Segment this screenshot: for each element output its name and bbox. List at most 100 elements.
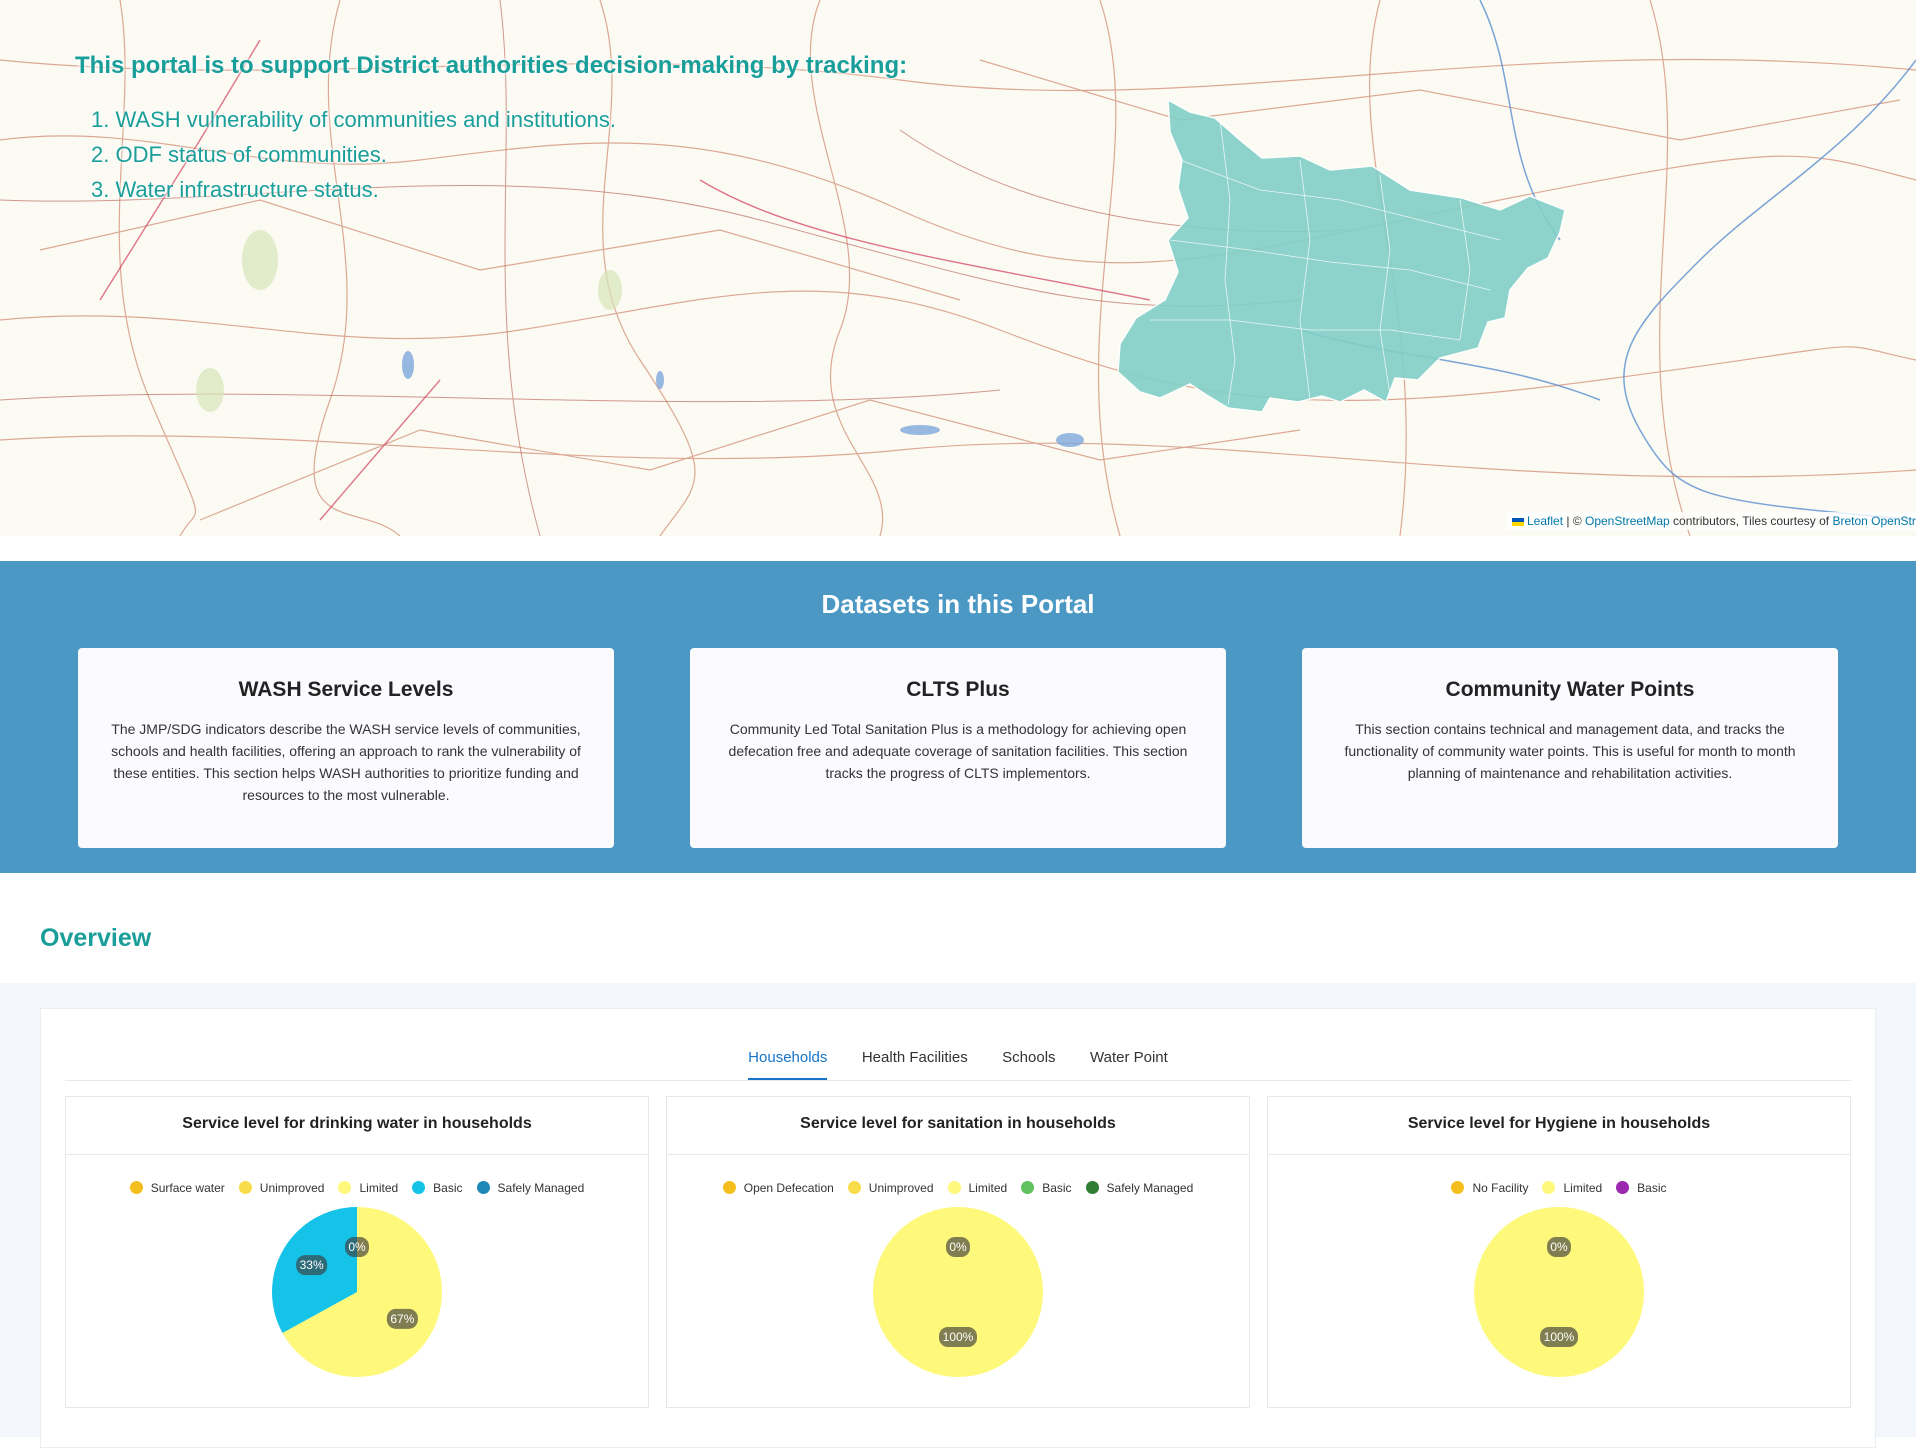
data-label: 33% xyxy=(296,1255,328,1276)
chart-legend: Surface water Unimproved Limited Basic Safel… xyxy=(66,1181,648,1195)
legend-label: Open Defecation xyxy=(743,1181,834,1195)
legend-item[interactable]: Unimproved xyxy=(847,1181,934,1195)
chart-card-hygiene: Service level for Hygiene in households … xyxy=(1267,1096,1851,1408)
legend-label: Surface water xyxy=(150,1181,225,1195)
tab-health-facilities[interactable]: Health Facilities xyxy=(861,1049,968,1066)
legend-swatch xyxy=(412,1181,426,1194)
pie-slice[interactable] xyxy=(282,1207,443,1377)
datasets-title: Datasets in this Portal xyxy=(821,589,1095,619)
map-attribution: Leaflet | © OpenStreetMap contributors, … xyxy=(1506,512,1916,530)
chart-legend: Open Defecation Unimproved Limited Basic Saf… xyxy=(667,1181,1249,1195)
district-boundaries xyxy=(1117,98,1566,413)
legend-item[interactable]: Safely Managed xyxy=(1085,1181,1194,1195)
hero-list-item: 3. Water infrastructure status. xyxy=(91,177,379,202)
legend-swatch xyxy=(722,1181,736,1194)
overview-tabs: Households Health Facilities Schools Wat… xyxy=(65,1009,1851,1081)
legend-item[interactable]: Surface water xyxy=(129,1181,225,1195)
chart-title: Service level for Hygiene in households xyxy=(1268,1097,1850,1155)
attribution-text: contributors, Tiles courtesy of xyxy=(1669,514,1833,528)
hero-list: 1. WASH vulnerability of communities and… xyxy=(91,102,907,207)
card-text: Community Led Total Sanitation Plus is a… xyxy=(728,721,1188,781)
legend-label: Limited xyxy=(968,1181,1008,1195)
data-label-zero: 0% xyxy=(946,1237,970,1257)
pie-chart: 0% 100% xyxy=(873,1207,1043,1377)
attribution-separator: | © xyxy=(1563,514,1585,528)
svg-text:67%: 67% xyxy=(390,1312,414,1326)
card-text: The JMP/SDG indicators describe the WASH… xyxy=(111,721,581,803)
legend-item[interactable]: Safely Managed xyxy=(476,1181,585,1195)
card-text: This section contains technical and mana… xyxy=(1344,721,1796,781)
overview-panel: Households Health Facilities Schools Wat… xyxy=(40,1008,1876,1448)
legend-item[interactable]: Basic xyxy=(1021,1181,1072,1195)
dataset-card-water-points[interactable]: Community Water Points This section cont… xyxy=(1302,648,1838,848)
leaflet-link[interactable]: Leaflet xyxy=(1527,514,1564,528)
legend-swatch xyxy=(847,1181,861,1194)
hero-text-block: This portal is to support District autho… xyxy=(75,52,907,207)
legend-label: Basic xyxy=(1042,1181,1072,1195)
card-title: CLTS Plus xyxy=(906,678,1010,701)
data-label-zero: 0% xyxy=(1547,1237,1571,1257)
legend-swatch xyxy=(1021,1181,1035,1194)
chart-legend: No Facility Limited Basic xyxy=(1268,1181,1850,1195)
data-label: 100% xyxy=(1540,1327,1578,1347)
legend-item[interactable]: Basic xyxy=(1616,1181,1667,1195)
legend-item[interactable]: Open Defecation xyxy=(722,1181,834,1195)
svg-text:100%: 100% xyxy=(943,1330,974,1344)
legend-swatch xyxy=(1085,1181,1099,1194)
map-hero[interactable]: This portal is to support District autho… xyxy=(0,0,1916,536)
legend-item[interactable]: Limited xyxy=(1542,1181,1602,1195)
svg-text:0%: 0% xyxy=(949,1240,967,1254)
legend-item[interactable]: Unimproved xyxy=(238,1181,325,1195)
legend-swatch xyxy=(947,1181,961,1194)
dataset-card-clts[interactable]: CLTS Plus Community Led Total Sanitation… xyxy=(690,648,1226,848)
tab-water-point[interactable]: Water Point xyxy=(1090,1049,1168,1066)
hero-list-item: 1. WASH vulnerability of communities and… xyxy=(91,107,616,132)
pie-slice[interactable] xyxy=(1474,1207,1644,1377)
legend-label: Unimproved xyxy=(868,1181,934,1195)
data-label-zero: 0% xyxy=(345,1237,369,1257)
basemap[interactable] xyxy=(0,0,1916,536)
legend-label: Unimproved xyxy=(259,1181,325,1195)
legend-label: Basic xyxy=(433,1181,463,1195)
legend-item[interactable]: Limited xyxy=(338,1181,398,1195)
legend-swatch xyxy=(338,1181,352,1194)
card-title: WASH Service Levels xyxy=(238,678,454,701)
legend-label: No Facility xyxy=(1472,1181,1529,1195)
legend-swatch xyxy=(238,1181,252,1194)
pie-chart: 0% 67% 33% xyxy=(272,1207,443,1377)
datasets-section: Datasets in this Portal WASH Service Lev… xyxy=(0,561,1916,873)
osm-link[interactable]: OpenStreetMap xyxy=(1585,514,1670,528)
legend-swatch xyxy=(476,1181,490,1194)
breton-link[interactable]: Breton OpenStreetMap xyxy=(1832,514,1916,528)
legend-swatch xyxy=(1542,1181,1556,1194)
chart-title: Service level for drinking water in hous… xyxy=(66,1097,648,1155)
pie-slice[interactable] xyxy=(873,1207,1043,1377)
legend-label: Basic xyxy=(1637,1181,1667,1195)
chart-card-drinking-water: Service level for drinking water in hous… xyxy=(65,1096,649,1408)
svg-text:0%: 0% xyxy=(348,1240,366,1254)
hero-title: This portal is to support District autho… xyxy=(75,52,908,79)
legend-item[interactable]: Basic xyxy=(412,1181,463,1195)
legend-swatch xyxy=(1616,1181,1630,1194)
legend-label: Safely Managed xyxy=(497,1181,585,1195)
dataset-card-wash[interactable]: WASH Service Levels The JMP/SDG indicato… xyxy=(78,648,614,848)
chart-title: Service level for sanitation in househol… xyxy=(667,1097,1249,1155)
legend-swatch xyxy=(1451,1181,1465,1194)
legend-label: Limited xyxy=(359,1181,399,1195)
legend-item[interactable]: Limited xyxy=(947,1181,1008,1195)
pie-chart: 0% 100% xyxy=(1474,1207,1644,1377)
chart-card-sanitation: Service level for sanitation in househol… xyxy=(666,1096,1250,1408)
tab-households[interactable]: Households xyxy=(748,1009,828,1080)
svg-text:100%: 100% xyxy=(1544,1330,1575,1344)
legend-label: Safely Managed xyxy=(1106,1181,1194,1195)
data-label: 100% xyxy=(939,1327,977,1347)
ukraine-flag-icon xyxy=(1512,517,1524,526)
hero-list-item: 2. ODF status of communities. xyxy=(91,142,387,167)
card-title: Community Water Points xyxy=(1445,678,1695,701)
legend-swatch xyxy=(129,1181,143,1194)
svg-text:33%: 33% xyxy=(300,1258,324,1272)
overview-title: Overview xyxy=(40,924,152,952)
svg-text:0%: 0% xyxy=(1550,1240,1568,1254)
tab-schools[interactable]: Schools xyxy=(1002,1049,1056,1066)
legend-item[interactable]: No Facility xyxy=(1451,1181,1528,1195)
